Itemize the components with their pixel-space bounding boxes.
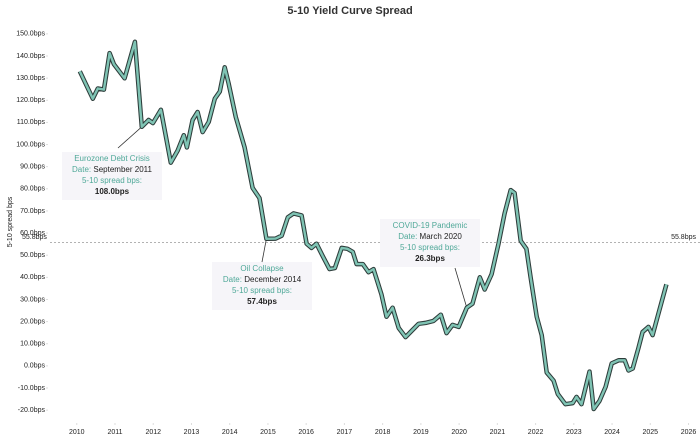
- x-tick-label: 2019: [413, 429, 429, 436]
- y-tick-label: 30.0bps: [20, 296, 45, 303]
- y-tick-label: 80.0bps: [20, 186, 45, 193]
- y-tick-label: 110.0bps: [17, 119, 46, 126]
- annotation-date: Date: September 2011: [72, 165, 152, 174]
- annotation-arrow: [117, 126, 143, 149]
- x-tick-label: 2016: [298, 429, 314, 436]
- annotation-title: Oil Collapse: [240, 264, 284, 273]
- annotation-arrow: [261, 238, 267, 263]
- annotation-box: [62, 152, 162, 200]
- y-tick-label: -20.0bps: [18, 407, 46, 414]
- y-tick-label: 50.0bps: [20, 252, 45, 259]
- annotation-date-value: March 2020: [420, 232, 463, 241]
- reference-label: 55.8bps: [671, 234, 696, 241]
- y-tick-label: 40.0bps: [20, 274, 45, 281]
- x-tick-label: 2010: [69, 429, 85, 436]
- annotation-metric: 5-10 spread bps:: [400, 243, 460, 252]
- x-tick-label: 2023: [566, 429, 582, 436]
- y-tick-label: 10.0bps: [20, 341, 45, 348]
- reference-label: 55.8bps: [22, 234, 47, 241]
- x-tick-label: 2017: [337, 429, 353, 436]
- annotation-value: 57.4bps: [247, 297, 277, 306]
- annotation-date-value: September 2011: [93, 165, 152, 174]
- line-outline: [77, 39, 669, 412]
- y-tick-label: 100.0bps: [16, 141, 45, 148]
- y-axis-label: 5-10 spread bps: [7, 196, 14, 247]
- x-tick-label: 2021: [490, 429, 506, 436]
- annotation-title: Eurozone Debt Crisis: [74, 154, 150, 163]
- line: [78, 40, 668, 411]
- y-tick-label: 70.0bps: [20, 208, 45, 215]
- annotation-box: [380, 219, 480, 267]
- x-tick-label: 2012: [145, 429, 161, 436]
- x-tick-label: 2015: [260, 429, 276, 436]
- x-tick-label: 2011: [107, 429, 122, 436]
- y-tick-label: 140.0bps: [16, 53, 45, 60]
- annotation-date-prefix: Date:: [398, 232, 417, 241]
- y-tick-label: 150.0bps: [16, 31, 45, 38]
- annotation-date: Date: March 2020: [398, 232, 462, 241]
- y-tick-label: 120.0bps: [16, 97, 45, 104]
- annotation-metric: 5-10 spread bps:: [232, 286, 292, 295]
- chart-title: 5-10 Yield Curve Spread: [287, 5, 412, 17]
- y-tick-label: 60.0bps: [20, 230, 45, 237]
- x-tick-label: 2022: [528, 429, 544, 436]
- annotation-value: 26.3bps: [415, 254, 445, 263]
- x-tick-label: 2026: [681, 429, 697, 436]
- y-tick-label: 0.0bps: [24, 363, 46, 370]
- annotation-date: Date: December 2014: [223, 275, 302, 284]
- x-tick-label: 2013: [184, 429, 200, 436]
- y-tick-label: -10.0bps: [18, 385, 46, 392]
- x-tick-label: 2018: [375, 429, 391, 436]
- y-tick-label: 20.0bps: [20, 318, 45, 325]
- y-tick-label: 130.0bps: [16, 75, 45, 82]
- x-tick-label: 2020: [451, 429, 467, 436]
- annotation-date-prefix: Date:: [223, 275, 242, 284]
- annotation-date-prefix: Date:: [72, 165, 91, 174]
- y-tick-label: 90.0bps: [20, 164, 45, 171]
- annotation-box: [212, 262, 312, 310]
- x-tick-label: 2024: [604, 429, 620, 436]
- x-tick-label: 2025: [643, 429, 659, 436]
- annotation-date-value: December 2014: [244, 275, 301, 284]
- annotation-metric: 5-10 spread bps:: [82, 176, 142, 185]
- annotation-arrow: [454, 267, 468, 308]
- annotation-value: 108.0bps: [95, 187, 130, 196]
- x-tick-label: 2014: [222, 429, 238, 436]
- annotation-title: COVID-19 Pandemic: [393, 221, 468, 230]
